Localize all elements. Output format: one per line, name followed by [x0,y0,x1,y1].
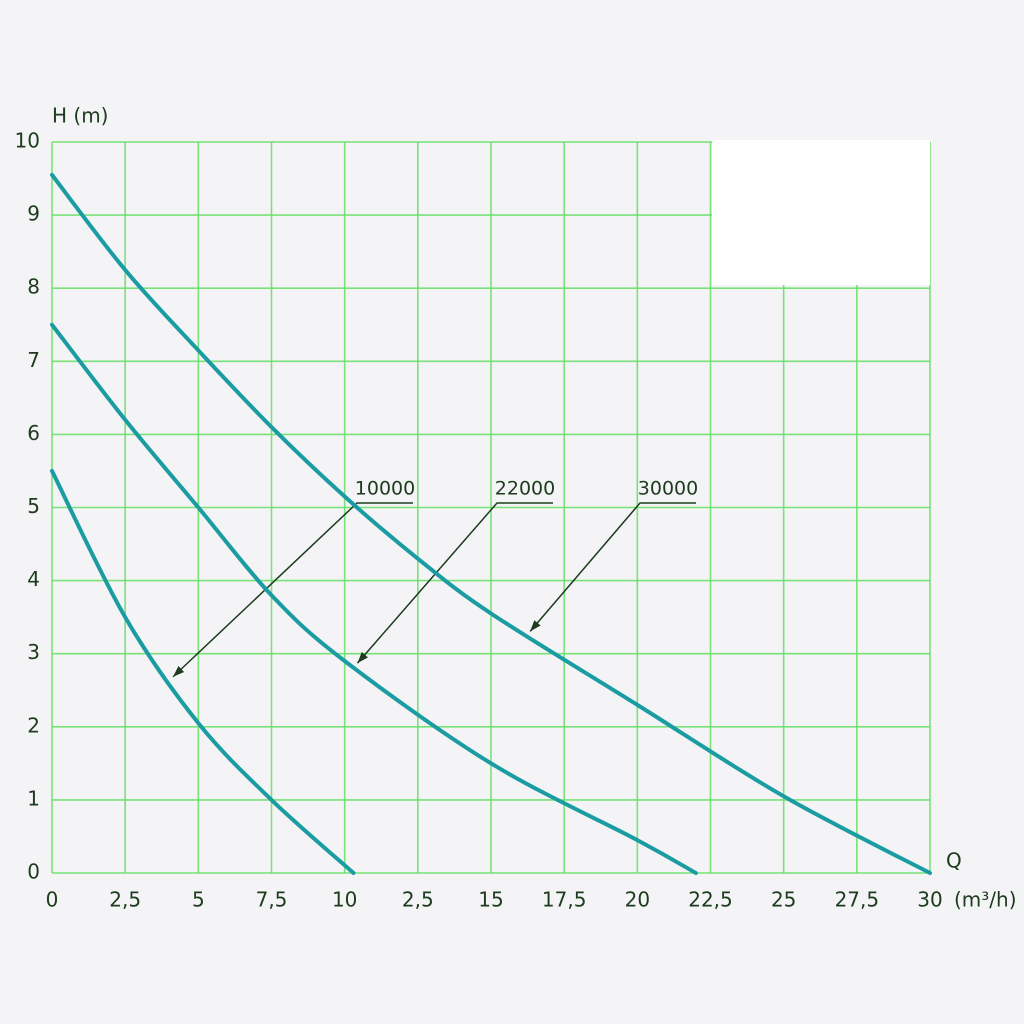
curve-label: 22000 [495,478,555,500]
y-tick-label: 3 [27,640,40,664]
x-tick-label: 2,5 [402,888,434,912]
x-tick-label: 25 [771,888,796,912]
y-tick-label: 6 [27,421,40,445]
arrow-head [173,666,185,677]
logo-box [712,140,930,285]
x-tick-label: 2,5 [109,888,141,912]
x-tick-label: 20 [625,888,650,912]
x-tick-label: 30 [917,888,942,912]
y-tick-label: 5 [27,494,40,518]
y-tick-label: 0 [27,860,40,884]
y-tick-label: 9 [27,202,40,226]
curve-label: 10000 [355,478,415,500]
arrow-head [357,651,368,664]
curve-label: 30000 [638,478,698,500]
y-tick-label: 4 [27,567,40,591]
y-tick-label: 7 [27,348,40,372]
curve [50,322,698,875]
y-tick-label: 10 [15,129,40,153]
y-tick-label: 1 [27,786,40,810]
leader-line [356,502,553,664]
x-axis-label: Q [946,849,962,873]
x-tick-label: 7,5 [256,888,288,912]
x-axis-unit: (m³/h) [954,888,1017,912]
curve [50,468,356,875]
x-tick-label: 15 [478,888,503,912]
leader-line [529,502,696,632]
y-tick-label: 2 [27,713,40,737]
x-tick-label: 10 [332,888,357,912]
y-tick-label: 8 [27,275,40,299]
leader-line [172,502,413,678]
x-tick-label: 5 [192,888,205,912]
x-tick-label: 17,5 [542,888,587,912]
curve [50,172,932,875]
x-tick-label: 0 [46,888,59,912]
y-axis-label: H (m) [52,104,108,128]
arrow-head [530,620,541,632]
x-tick-label: 27,5 [835,888,880,912]
x-tick-label: 22,5 [688,888,733,912]
